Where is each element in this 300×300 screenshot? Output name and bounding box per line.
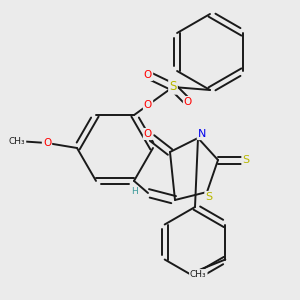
Text: O: O — [43, 138, 51, 148]
Text: CH₃: CH₃ — [9, 136, 25, 146]
Text: S: S — [206, 192, 213, 202]
Text: O: O — [144, 70, 152, 80]
Text: S: S — [169, 80, 177, 94]
Text: H: H — [130, 187, 137, 196]
Text: O: O — [184, 97, 192, 107]
Text: CH₃: CH₃ — [190, 270, 207, 279]
Text: O: O — [144, 129, 152, 139]
Text: O: O — [144, 100, 152, 110]
Text: N: N — [198, 129, 206, 139]
Text: S: S — [242, 155, 250, 165]
